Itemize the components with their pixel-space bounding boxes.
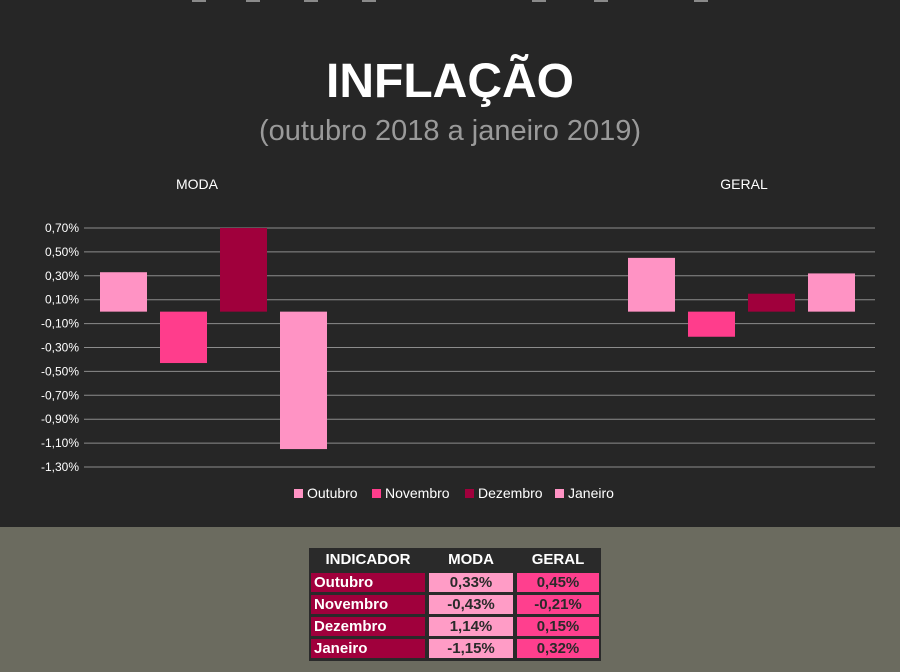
chart-panel: INFLAÇÃO (outubro 2018 a janeiro 2019) 0,7…: [0, 0, 900, 527]
legend-label-outubro: Outubro: [307, 485, 358, 501]
bar-geral-novembro: [688, 311, 735, 337]
y-tick-label: 0,10%: [45, 293, 79, 307]
table-row-label: Outubro: [311, 573, 425, 592]
bar-moda-janeiro: [280, 311, 327, 450]
legend-swatch-outubro: [294, 489, 303, 498]
table-cell-geral: 0,15%: [517, 617, 599, 636]
bar-moda-dezembro: [220, 228, 267, 312]
table-cell-moda: 0,33%: [429, 573, 513, 592]
table-cell-moda: 1,14%: [429, 617, 513, 636]
group-label-geral: GERAL: [720, 176, 768, 192]
bar-geral-janeiro: [808, 273, 855, 312]
y-tick-label: -1,10%: [41, 436, 79, 450]
legend-label-dezembro: Dezembro: [478, 485, 543, 501]
legend-label-novembro: Novembro: [385, 485, 450, 501]
top-dash: [192, 0, 206, 2]
y-tick-label: -0,70%: [41, 388, 79, 402]
y-tick-label: 0,30%: [45, 269, 79, 283]
y-tick-label: 0,70%: [45, 221, 79, 235]
chart-subtitle: (outubro 2018 a janeiro 2019): [259, 115, 641, 147]
legend-swatch-janeiro: [555, 489, 564, 498]
indicator-table: INDICADOR MODA GERAL Outubro 0,33% 0,45% Novem…: [309, 548, 601, 661]
table-cell-geral: -0,21%: [517, 595, 599, 614]
inflation-chart: INFLAÇÃO (outubro 2018 a janeiro 2019) 0,7…: [41, 53, 875, 501]
top-dash: [304, 0, 318, 2]
bar-moda-novembro: [160, 311, 207, 364]
table-row-label: Janeiro: [311, 639, 425, 658]
table-cell-geral: 0,32%: [517, 639, 599, 658]
top-dash: [594, 0, 608, 2]
table-cell-moda: -1,15%: [429, 639, 513, 658]
table-row-label: Novembro: [311, 595, 425, 614]
top-dash: [532, 0, 546, 2]
table-row-label: Dezembro: [311, 617, 425, 636]
table-cell-geral: 0,45%: [517, 573, 599, 592]
table-header-moda: MODA: [448, 551, 494, 568]
y-tick-label: -1,30%: [41, 460, 79, 474]
y-tick-label: -0,50%: [41, 364, 79, 378]
y-tick-label: -0,90%: [41, 412, 79, 426]
table-cell-moda: -0,43%: [429, 595, 513, 614]
y-tick-label: -0,30%: [41, 341, 79, 355]
table-header-indicador: INDICADOR: [325, 551, 411, 568]
legend-swatch-novembro: [372, 489, 381, 498]
y-tick-label: 0,50%: [45, 245, 79, 259]
top-dash: [694, 0, 708, 2]
bar-geral-dezembro: [748, 293, 795, 312]
table-header-geral: GERAL: [531, 551, 585, 568]
y-tick-label: -0,10%: [41, 317, 79, 331]
top-dash: [246, 0, 260, 2]
legend-swatch-dezembro: [465, 489, 474, 498]
bar-moda-outubro: [100, 272, 147, 312]
bar-geral-outubro: [628, 257, 675, 312]
chart-title: INFLAÇÃO: [326, 53, 574, 108]
top-dash: [362, 0, 376, 2]
legend-label-janeiro: Janeiro: [568, 485, 614, 501]
group-label-moda: MODA: [176, 176, 219, 192]
